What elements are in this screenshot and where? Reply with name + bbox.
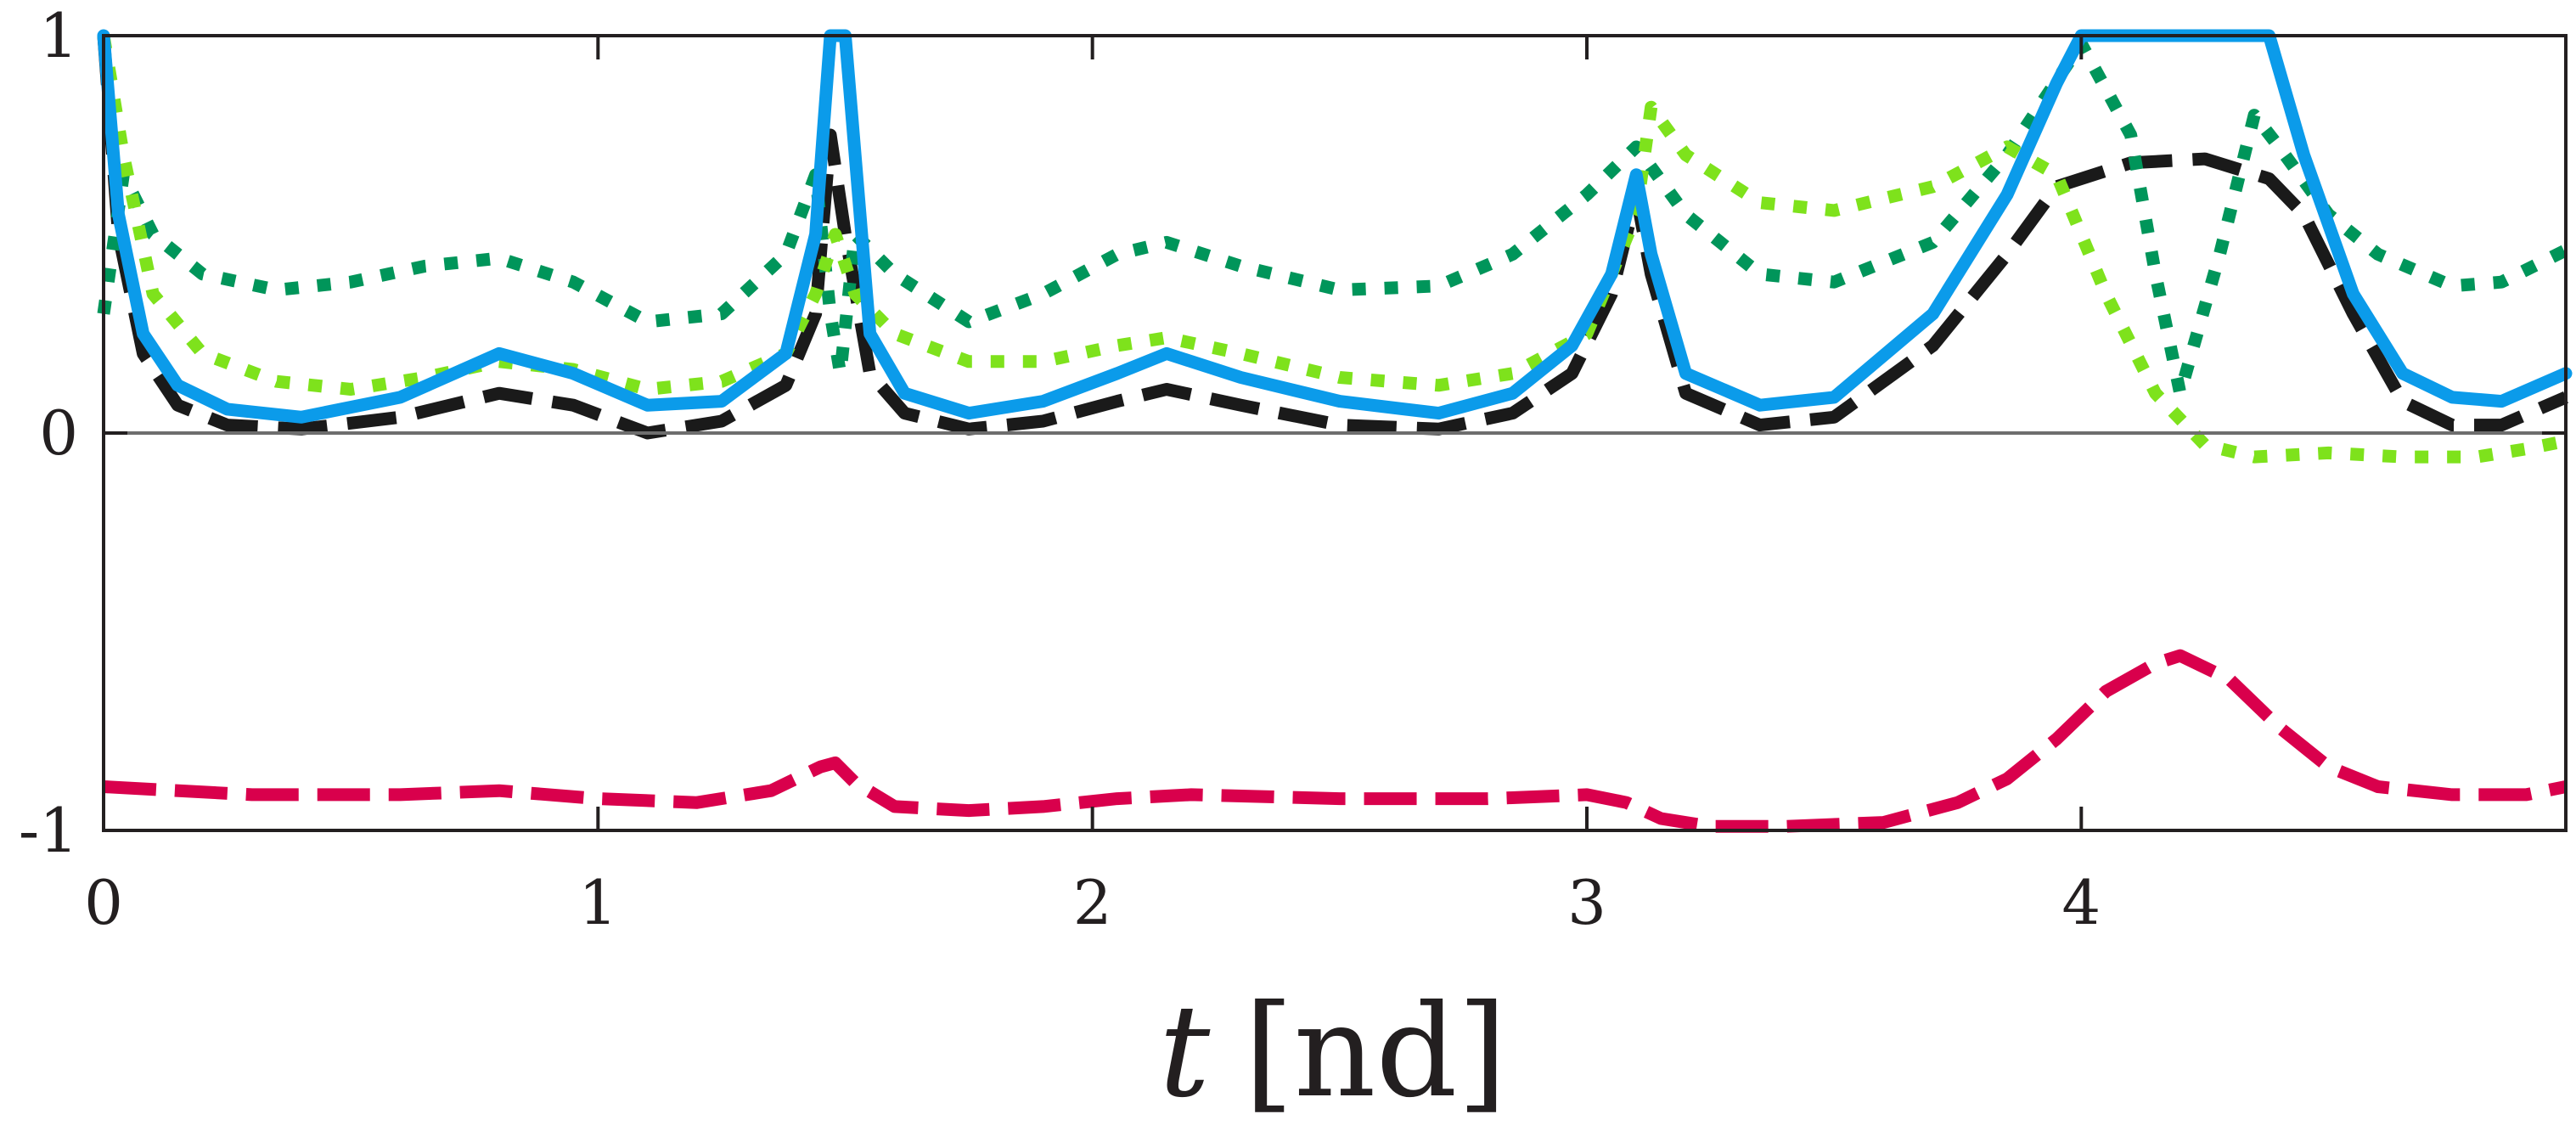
x-axis-unit: [nd] xyxy=(1244,978,1507,1126)
series-layer xyxy=(97,29,2573,833)
series-black-dashed xyxy=(97,35,2568,440)
x-tick-label: 2 xyxy=(1073,867,1112,938)
y-tick-label: 1 xyxy=(39,0,78,71)
y-tick-label: 0 xyxy=(39,397,78,469)
x-tick-label: 0 xyxy=(84,867,123,938)
axis-layer xyxy=(102,34,2568,832)
series-crimson-dashed xyxy=(103,649,2568,833)
series-blue-solid xyxy=(97,29,2573,424)
x-tick-label: 3 xyxy=(1567,867,1606,938)
x-axis-variable: t xyxy=(1159,978,1211,1126)
x-axis-label: t [nd] xyxy=(1159,978,1507,1126)
y-tick-label: -1 xyxy=(19,795,78,866)
x-tick-label: 1 xyxy=(578,867,617,938)
series-darkgreen-dotted xyxy=(97,37,2569,400)
x-tick-label: 4 xyxy=(2061,867,2101,938)
